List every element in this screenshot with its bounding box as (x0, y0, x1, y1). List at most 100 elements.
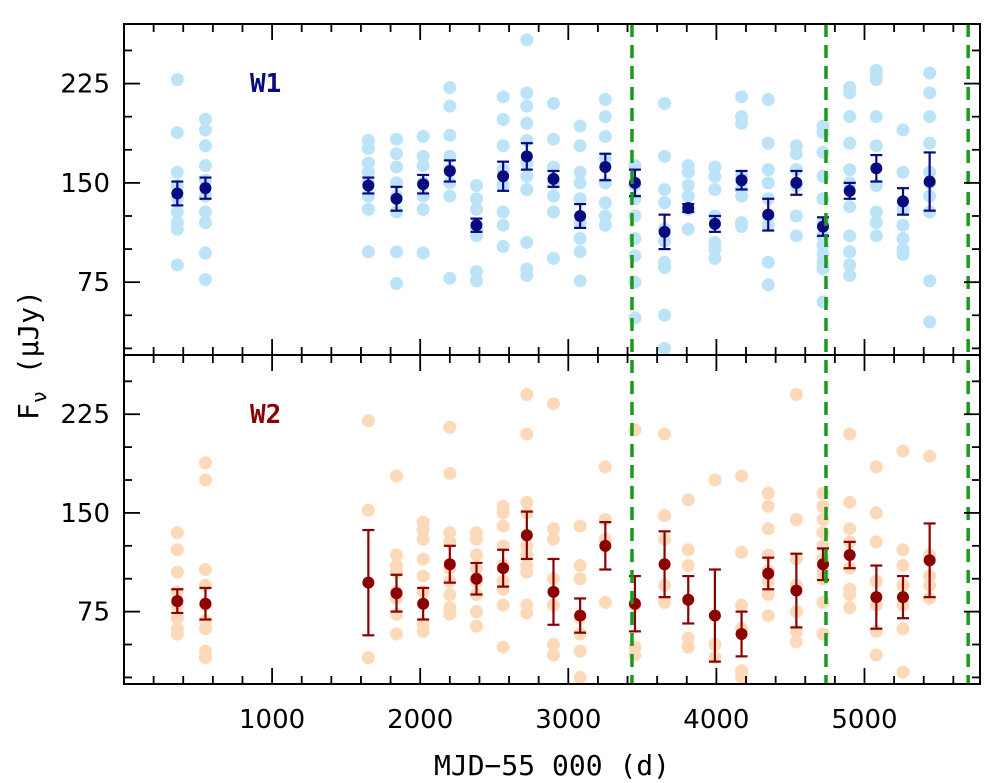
w1-single-point (496, 90, 510, 104)
w1-single-point (496, 239, 510, 253)
vertical-lines-layer (630, 24, 970, 684)
w1-single-point (598, 209, 612, 223)
w1-single-point (658, 196, 672, 210)
w1-single-point (361, 141, 375, 155)
w1-single-point (843, 258, 857, 272)
w1-single-point (443, 128, 457, 142)
w2-mean-point (896, 591, 909, 604)
w1-single-point (869, 110, 883, 124)
w2-single-point (361, 414, 375, 428)
w1-single-point (198, 216, 212, 230)
w2-single-point (735, 598, 749, 612)
w1-single-point (598, 110, 612, 124)
w1-mean-point (520, 150, 533, 163)
w1-single-point (170, 222, 184, 236)
w2-single-point (598, 595, 612, 609)
w2-single-point (198, 456, 212, 470)
axes-layer (123, 23, 981, 685)
w1-single-point (843, 269, 857, 283)
w1-single-point (520, 183, 534, 196)
w2-single-point (761, 486, 775, 500)
w1-single-point (443, 189, 457, 203)
w1-single-point (573, 274, 587, 288)
w2-single-point (658, 427, 672, 441)
w1-single-point (708, 160, 722, 174)
w1-single-point (573, 231, 587, 245)
w1-single-point (761, 278, 775, 292)
w2-single-point (573, 644, 587, 658)
y-axis-title-sub: ν (27, 391, 51, 403)
w2-single-point (443, 607, 457, 621)
w2-mean-point (790, 584, 803, 597)
w2-single-point (681, 559, 695, 573)
w1-single-point (573, 176, 587, 190)
w1-single-point (735, 116, 749, 130)
w1-single-point (416, 246, 430, 260)
w1-single-point (496, 205, 510, 219)
w2-mean-point (390, 587, 403, 600)
w2-single-point (573, 519, 587, 533)
w2-single-point (789, 635, 803, 649)
w1-mean-point (574, 209, 587, 222)
w1-single-point (896, 247, 910, 261)
w1-mean-point (362, 179, 375, 192)
w1-single-point (789, 209, 803, 223)
w2-single-point (520, 606, 534, 620)
w1-single-point (546, 251, 560, 265)
w2-single-point (443, 588, 457, 602)
w1-single-point (520, 269, 534, 283)
w1-mean-point (735, 174, 748, 187)
w2-single-point (681, 543, 695, 557)
w2-mean-point (599, 539, 612, 552)
w2-single-point (361, 651, 375, 665)
w2-single-point (896, 622, 910, 636)
w2-single-point (869, 460, 883, 474)
w1-single-point (843, 110, 857, 124)
w1-single-point (896, 123, 910, 137)
w1-single-point (361, 245, 375, 259)
w2-y-tick-label: 75 (77, 598, 110, 628)
w2-single-point (708, 473, 722, 487)
w1-single-point (469, 202, 483, 216)
x-tick-label: 4000 (683, 705, 749, 735)
w1-single-point (361, 202, 375, 216)
y-axis-title: Fν (μJy) (12, 290, 51, 420)
w2-single-point (198, 563, 212, 577)
w1-single-point (681, 165, 695, 179)
w1-mean-point (171, 187, 184, 200)
w2-single-point (170, 565, 184, 579)
w2-mean-point (470, 572, 483, 585)
w1-single-point (658, 96, 672, 110)
w1-single-point (469, 265, 483, 279)
w1-single-point (598, 196, 612, 210)
w1-mean-point (417, 178, 430, 191)
w1-single-point (923, 205, 937, 219)
w2-single-point (843, 495, 857, 509)
w2-single-point (843, 427, 857, 441)
w2-single-point (469, 605, 483, 619)
w2-single-point (843, 601, 857, 615)
w2-single-point (789, 387, 803, 401)
w2-single-point (198, 473, 212, 487)
w2-mean-point (443, 558, 456, 571)
w2-single-point (170, 526, 184, 540)
w2-single-point (681, 493, 695, 507)
w2-mean-point (199, 597, 212, 610)
w1-single-point (681, 189, 695, 203)
w1-single-point (496, 112, 510, 126)
w1-single-point (896, 165, 910, 179)
w1-mean-point (896, 195, 909, 208)
w1-y-tick-label: 225 (60, 70, 110, 100)
w2-single-point (198, 651, 212, 665)
w1-mean-point (390, 192, 403, 205)
w2-single-point (469, 532, 483, 546)
w1-single-point (443, 81, 457, 95)
w1-single-point (896, 231, 910, 245)
w1-single-point (598, 218, 612, 232)
w1-single-point (520, 116, 534, 130)
w2-single-point (681, 640, 695, 654)
w1-mean-point (762, 208, 775, 221)
w1-single-point (573, 165, 587, 179)
w1-single-point (573, 119, 587, 133)
w2-single-point (843, 522, 857, 536)
